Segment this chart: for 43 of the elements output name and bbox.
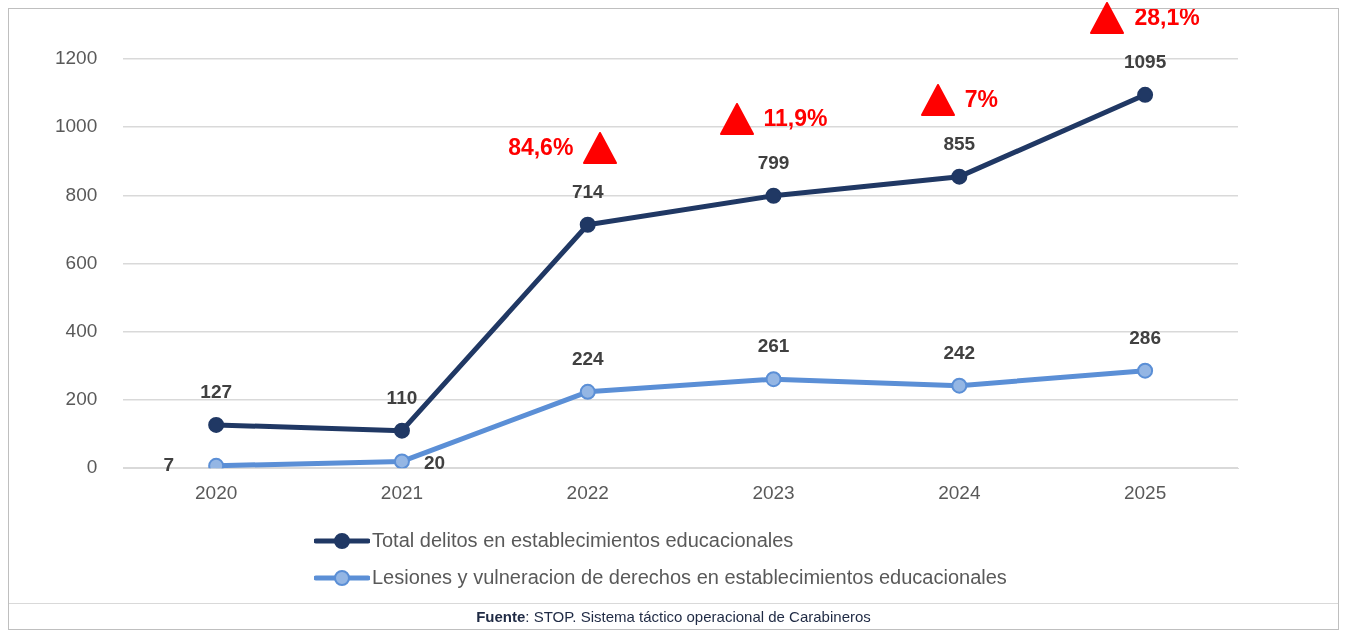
- point: [765, 371, 782, 388]
- data-label: 286: [1129, 326, 1161, 348]
- data-label: 110: [386, 386, 418, 408]
- annotation: 11,9%: [763, 105, 828, 132]
- legend-label: Total delitos en establecimientos educacionales: [372, 529, 794, 552]
- point: [579, 383, 596, 400]
- data-label: 242: [943, 341, 976, 363]
- x-tick-label: 2025: [1123, 481, 1167, 503]
- y-tick-label: 0: [86, 456, 98, 478]
- y-tick-label: 1000: [54, 115, 98, 137]
- data-label: 261: [757, 335, 790, 357]
- point: [951, 377, 968, 394]
- point: [765, 187, 782, 204]
- point: [393, 422, 410, 439]
- point: [1137, 362, 1154, 379]
- x-tick-label: 2022: [566, 481, 609, 503]
- annotation: 7%: [964, 85, 998, 112]
- y-tick-label: 800: [65, 183, 98, 205]
- point: [951, 168, 968, 185]
- text: 28,1%: [1134, 4, 1200, 31]
- x-tick-label: 2020: [195, 481, 238, 503]
- data-label: 855: [943, 132, 976, 154]
- point: [393, 453, 410, 469]
- source-note: Fuente: STOP. Sistema táctico operacional de Carabineros: [9, 603, 1338, 629]
- y-tick-label: 600: [65, 251, 98, 273]
- data-label: 20: [423, 451, 446, 473]
- x-tick-label: 2023: [752, 481, 795, 503]
- data-label: 799: [757, 151, 790, 173]
- point: [579, 216, 596, 233]
- data-label: 714: [571, 180, 605, 202]
- y-tick-label: 400: [65, 320, 98, 342]
- y-tick-label: 200: [65, 388, 98, 410]
- x-tick-label: 2021: [380, 481, 424, 503]
- y-tick-label: 1200: [54, 47, 98, 69]
- annotation: 84,6%: [508, 134, 574, 161]
- data-label: 127: [200, 381, 233, 403]
- legend-label: Lesiones y vulneracion de derechos en establecimientos educacionales: [372, 566, 1007, 589]
- point: [1137, 86, 1154, 103]
- x-tick-label: 2024: [938, 481, 981, 503]
- point: [208, 416, 225, 433]
- data-label: 1095: [1123, 51, 1167, 73]
- data-label: 7: [163, 454, 175, 476]
- data-label: 224: [571, 348, 605, 370]
